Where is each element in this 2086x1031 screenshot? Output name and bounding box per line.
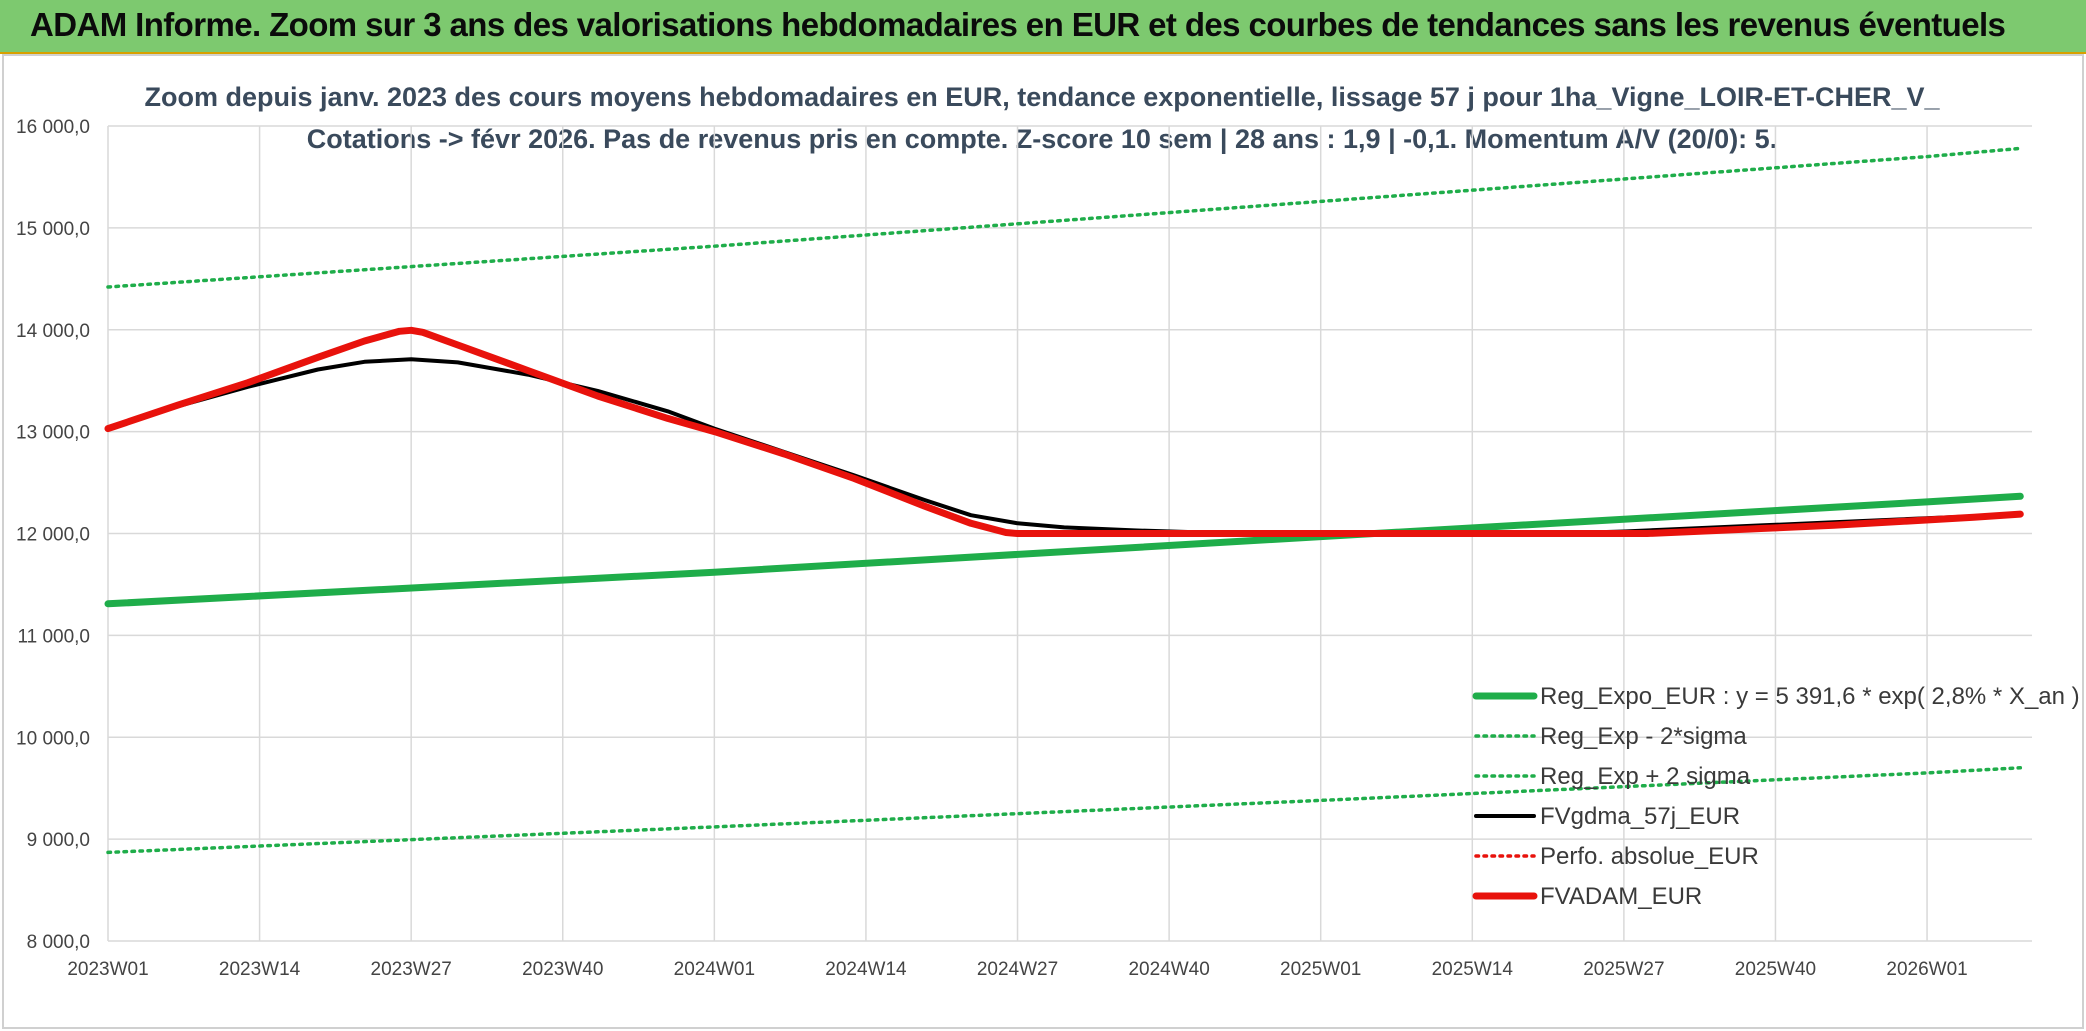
x-tick-label: 2026W01 — [1886, 959, 1967, 980]
chart-title-line2: Cotations -> févr 2026. Pas de revenus p… — [307, 124, 1777, 154]
y-tick-label: 12 000,0 — [16, 525, 90, 546]
y-tick-label: 8 000,0 — [27, 932, 90, 953]
y-tick-label: 14 000,0 — [16, 321, 90, 342]
legend: Reg_Expo_EUR : y = 5 391,6 * exp( 2,8% *… — [1472, 683, 2080, 910]
y-tick-label: 10 000,0 — [16, 728, 90, 749]
x-tick-label: 2025W27 — [1583, 959, 1664, 980]
chart-frame: Zoom depuis janv. 2023 des cours moyens … — [2, 54, 2084, 1029]
x-tick-label: 2024W01 — [674, 959, 755, 980]
series-line-3 — [106, 357, 2023, 536]
line-chart: Zoom depuis janv. 2023 des cours moyens … — [16, 82, 2080, 980]
series-line-1 — [106, 766, 2023, 855]
x-tick-label: 2024W40 — [1128, 959, 1209, 980]
x-tick-label: 2025W01 — [1280, 959, 1361, 980]
y-tick-label: 9 000,0 — [27, 830, 90, 851]
axis-labels: 8 000,0 9 000,0 10 000,0 11 000,0 12 000,0 13… — [16, 117, 1968, 980]
legend-label-2: Reg_Exp + 2 sigma — [1540, 763, 1751, 790]
y-tick-label: 15 000,0 — [16, 219, 90, 240]
y-tick-label: 16 000,0 — [16, 117, 90, 138]
y-tick-label: 13 000,0 — [16, 423, 90, 444]
legend-label-0: Reg_Expo_EUR : y = 5 391,6 * exp( 2,8% *… — [1540, 683, 2080, 710]
x-tick-label: 2024W27 — [977, 959, 1058, 980]
banner: ADAM Informe. Zoom sur 3 ans des valoris… — [0, 0, 2086, 54]
chart-title-line1: Zoom depuis janv. 2023 des cours moyens … — [144, 82, 1940, 112]
legend-label-4: Perfo. absolue_EUR — [1540, 843, 1759, 870]
x-tick-label: 2023W27 — [371, 959, 452, 980]
banner-title: ADAM Informe. Zoom sur 3 ans des valoris… — [30, 6, 2006, 43]
series-layer — [104, 146, 2024, 855]
x-tick-label: 2023W14 — [219, 959, 301, 980]
x-tick-label: 2023W40 — [522, 959, 603, 980]
x-tick-label: 2025W40 — [1735, 959, 1816, 980]
legend-label-5: FVADAM_EUR — [1540, 883, 1702, 910]
legend-label-3: FVgdma_57j_EUR — [1540, 803, 1740, 830]
series-line-0 — [104, 492, 2024, 608]
legend-label-1: Reg_Exp - 2*sigma — [1540, 723, 1747, 750]
series-line-5 — [104, 326, 2024, 537]
x-tick-label: 2023W01 — [67, 959, 148, 980]
x-tick-label: 2024W14 — [825, 959, 907, 980]
series-line-2 — [106, 146, 2023, 289]
x-tick-label: 2025W14 — [1432, 959, 1514, 980]
y-tick-label: 11 000,0 — [17, 626, 90, 647]
